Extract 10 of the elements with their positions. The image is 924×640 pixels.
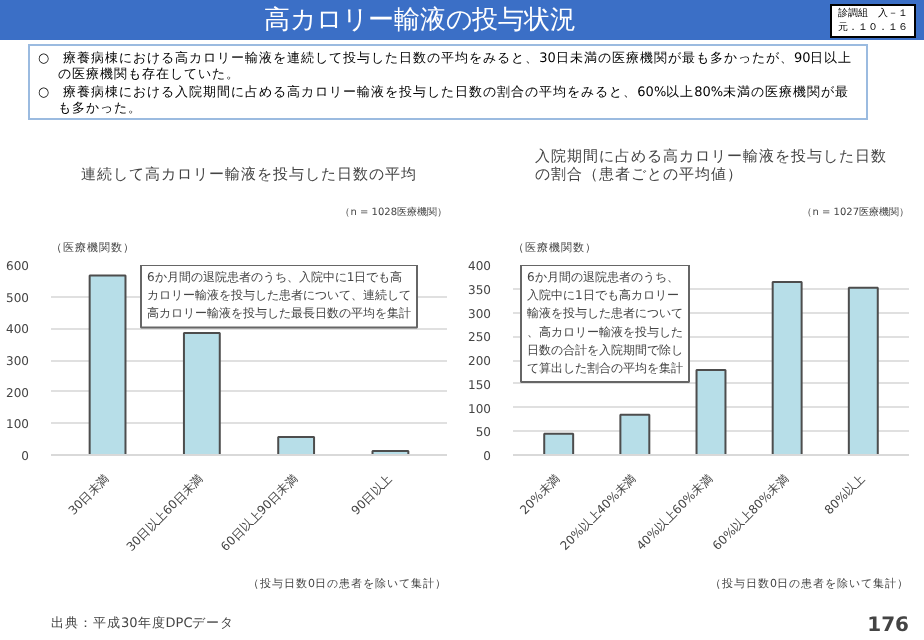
bar bbox=[543, 432, 575, 455]
bar bbox=[88, 274, 127, 455]
bar bbox=[277, 435, 316, 455]
bar bbox=[182, 332, 221, 455]
bar bbox=[619, 413, 651, 455]
bar bbox=[771, 281, 803, 455]
bar bbox=[695, 368, 727, 455]
text: 高カロリー輸液の投与状況 bbox=[262, 4, 578, 40]
bar bbox=[847, 286, 879, 455]
text: 176 bbox=[867, 615, 910, 637]
